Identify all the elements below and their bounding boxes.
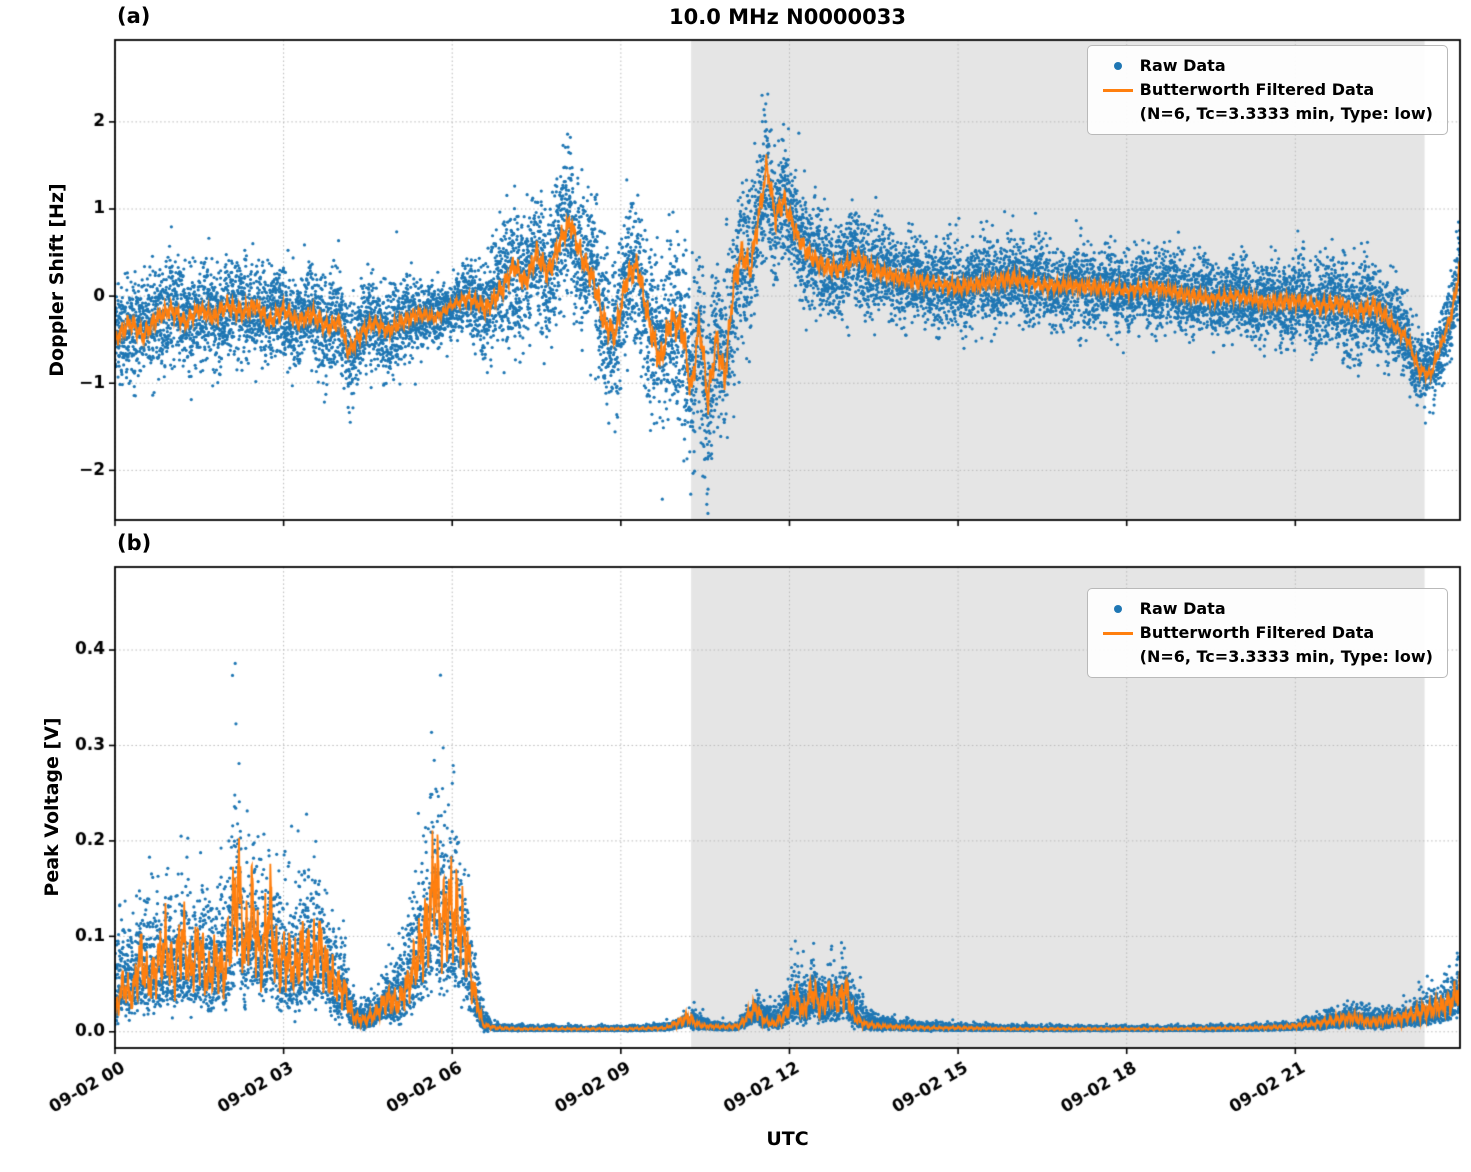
panel-b-label: (b) — [117, 531, 152, 555]
y-axis-label-doppler-shift: Doppler Shift [Hz] — [46, 183, 68, 377]
legend-row-raw: Raw Data — [1096, 54, 1433, 78]
raw-data-marker-icon — [1113, 605, 1122, 613]
legend-filtered-label: Butterworth Filtered Data — [1139, 80, 1375, 99]
legend-row-filtered-params: (N=6, Tc=3.3333 min, Type: low) — [1096, 102, 1433, 126]
legend-filtered-label: Butterworth Filtered Data — [1139, 623, 1375, 642]
legend-panel-b: Raw Data Butterworth Filtered Data (N=6,… — [1086, 588, 1448, 678]
chart-title: 10.0 MHz N0000033 — [669, 5, 906, 29]
filtered-line-icon — [1102, 88, 1133, 92]
legend-row-filtered-params: (N=6, Tc=3.3333 min, Type: low) — [1096, 645, 1433, 669]
legend-row-raw: Raw Data — [1096, 597, 1433, 621]
legend-filtered-sublabel: (N=6, Tc=3.3333 min, Type: low) — [1139, 104, 1433, 123]
x-axis-label: UTC — [766, 1128, 809, 1150]
legend-raw-data-label: Raw Data — [1139, 599, 1226, 618]
panel-a-label: (a) — [117, 4, 151, 28]
legend-filtered-sublabel: (N=6, Tc=3.3333 min, Type: low) — [1139, 647, 1433, 666]
y-axis-label-peak-voltage: Peak Voltage [V] — [41, 717, 63, 897]
raw-data-marker-icon — [1113, 62, 1122, 70]
legend-row-filtered: Butterworth Filtered Data — [1096, 621, 1433, 645]
filtered-line-icon — [1102, 631, 1133, 635]
legend-row-filtered: Butterworth Filtered Data — [1096, 78, 1433, 102]
legend-raw-data-label: Raw Data — [1139, 56, 1226, 75]
legend-panel-a: Raw Data Butterworth Filtered Data (N=6,… — [1086, 45, 1448, 135]
